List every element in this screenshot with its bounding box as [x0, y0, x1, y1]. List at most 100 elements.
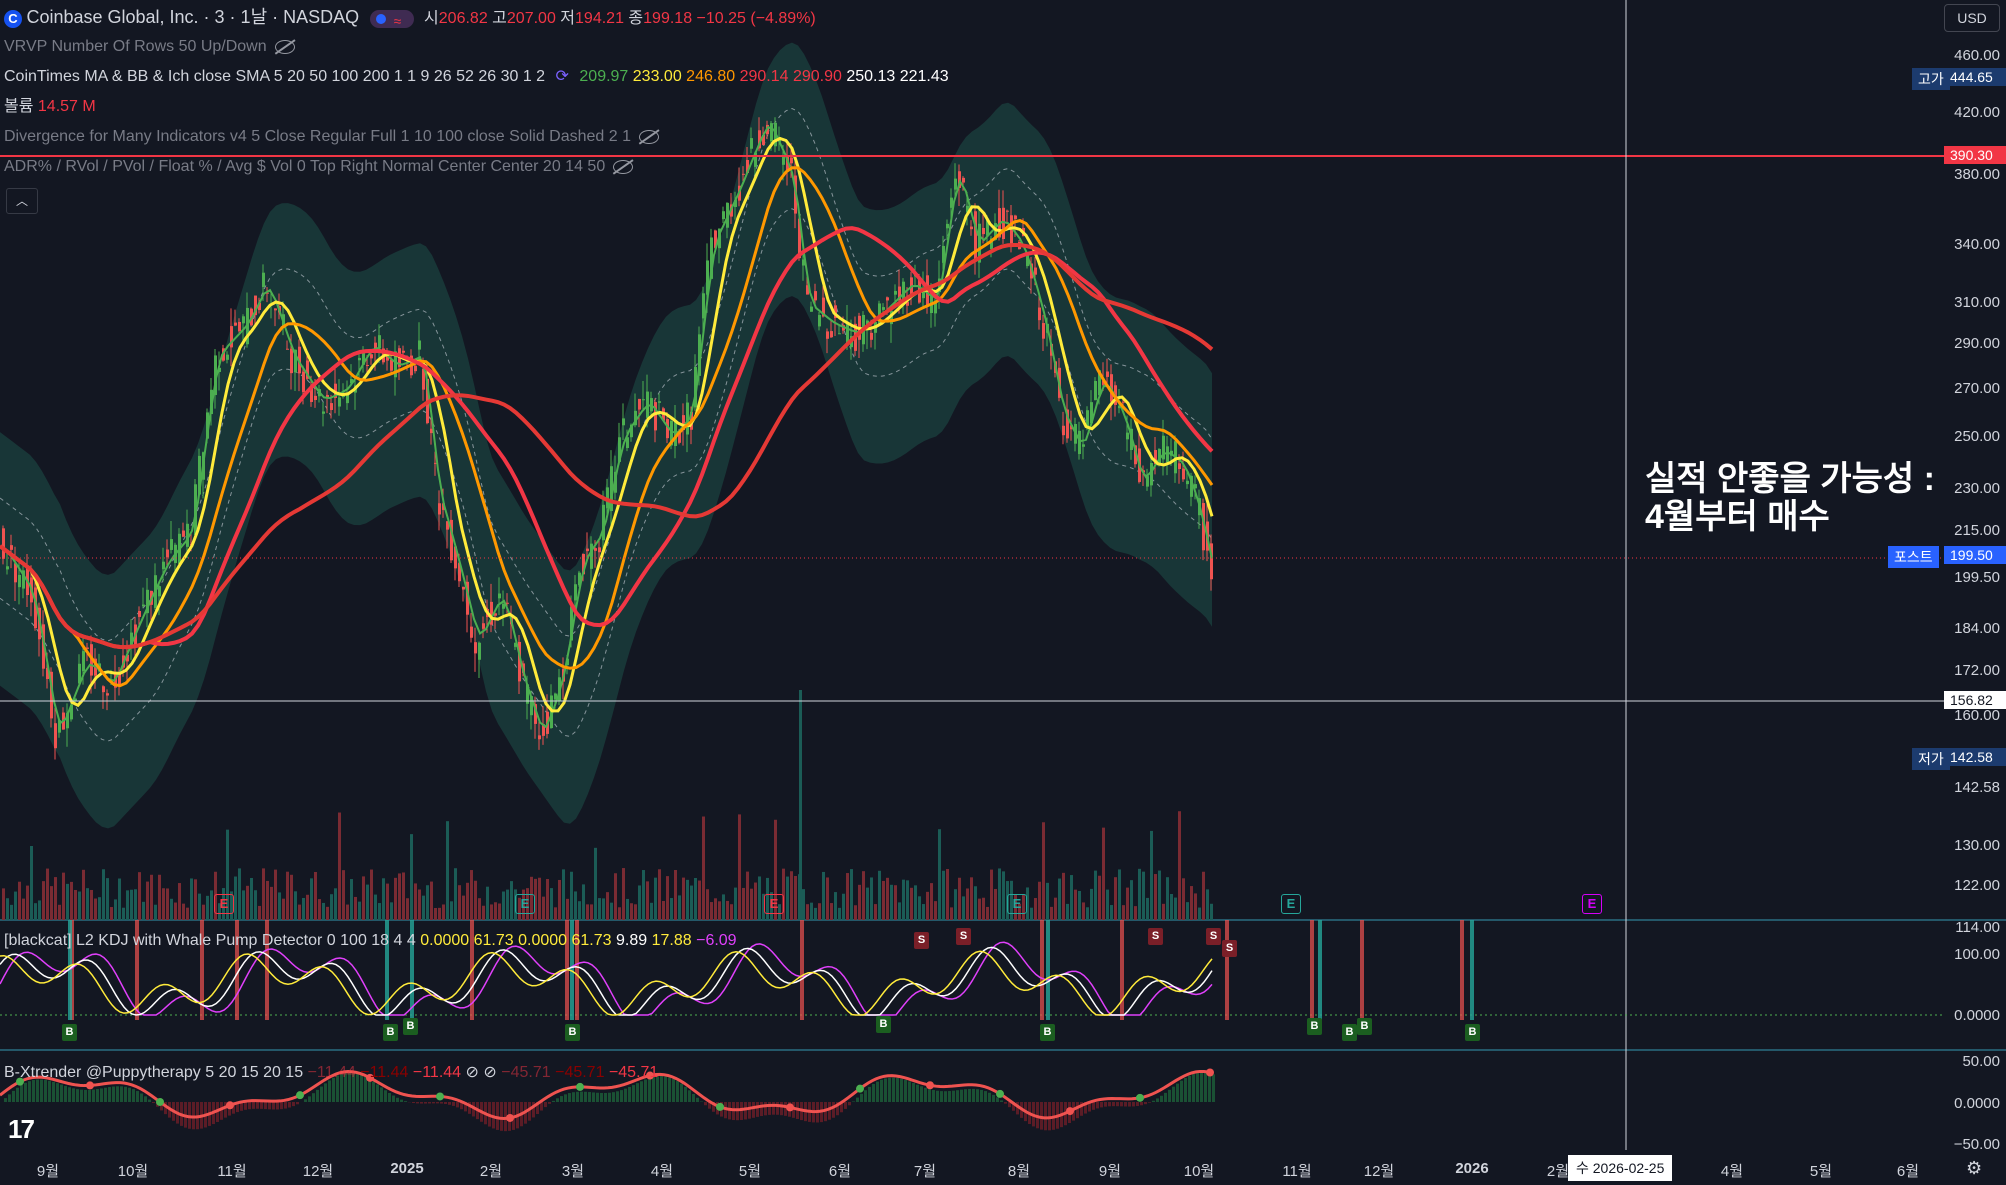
- candle-body: [306, 360, 309, 379]
- volume-bar: [790, 871, 793, 920]
- bx-histogram-bar: [248, 1102, 251, 1110]
- bx-histogram-bar: [96, 1089, 99, 1102]
- candle-body: [1126, 432, 1129, 440]
- kdj-sell-bar: [200, 920, 204, 1020]
- hidden-eye-icon[interactable]: [613, 159, 634, 174]
- collapse-legend-button[interactable]: ︿: [6, 188, 38, 214]
- ma-indicator[interactable]: CoinTimes MA & BB & Ich close SMA 5 20 5…: [4, 66, 949, 88]
- divergence-indicator[interactable]: Divergence for Many Indicators v4 5 Clos…: [4, 126, 659, 148]
- candle-body: [58, 720, 61, 733]
- annotation-text[interactable]: 실적 안좋을 가능성 : 4월부터 매수: [1645, 460, 1935, 536]
- volume-bar: [802, 889, 805, 920]
- volume-bar: [1034, 898, 1037, 920]
- earnings-badge[interactable]: E: [515, 894, 535, 914]
- price-axis-label: 290.00: [1954, 335, 2000, 353]
- bx-histogram-bar: [108, 1087, 111, 1102]
- bx-signal-dot: [436, 1092, 444, 1101]
- bx-indicator[interactable]: B-Xtrender @Puppytherapy 5 20 15 20 15 −…: [4, 1062, 658, 1084]
- earnings-badge[interactable]: E: [1007, 894, 1027, 914]
- sell-signal-badge[interactable]: S: [956, 928, 971, 945]
- volume-indicator[interactable]: 볼륨 14.57 M: [4, 96, 96, 118]
- bx-histogram-bar: [164, 1102, 167, 1115]
- adr-indicator[interactable]: ADR% / RVol / PVol / Float % / Avg $ Vol…: [4, 156, 634, 178]
- symbol-title[interactable]: Coinbase Global, Inc. · 3 · 1날 · NASDAQ: [26, 7, 360, 27]
- volume-bar: [374, 894, 377, 920]
- candle-body: [826, 331, 829, 339]
- volume-bar: [1078, 890, 1081, 920]
- vrvp-indicator[interactable]: VRVP Number Of Rows 50 Up/Down: [4, 36, 295, 58]
- sell-signal-badge[interactable]: S: [914, 932, 929, 949]
- volume-bar: [302, 897, 305, 920]
- volume-bar: [206, 895, 209, 920]
- bx-histogram-bar: [448, 1102, 451, 1105]
- candle-body: [1158, 448, 1161, 465]
- volume-bar: [1042, 822, 1045, 920]
- price-axis-label: 114.00: [1955, 919, 2000, 936]
- earnings-badge[interactable]: E: [1281, 894, 1301, 914]
- candle-body: [262, 272, 265, 287]
- low-tag: 142.58: [1944, 748, 2006, 766]
- volume-bar: [446, 821, 449, 920]
- bx-histogram-bar: [896, 1077, 899, 1102]
- candle-body: [1002, 207, 1005, 240]
- tradingview-logo-icon[interactable]: 17: [8, 1114, 35, 1144]
- candle-body: [846, 321, 849, 344]
- buy-signal-badge[interactable]: B: [383, 1024, 398, 1041]
- buy-signal-badge[interactable]: B: [1307, 1018, 1322, 1035]
- currency-button[interactable]: USD: [1944, 4, 2000, 32]
- candle-body: [138, 610, 141, 617]
- buy-signal-badge[interactable]: B: [62, 1024, 77, 1041]
- hidden-eye-icon[interactable]: [639, 129, 659, 144]
- candle-body: [1098, 370, 1101, 395]
- buy-signal-badge[interactable]: B: [1040, 1024, 1055, 1041]
- settings-gear-icon[interactable]: ⚙: [1966, 1158, 1983, 1178]
- volume-bar: [418, 889, 421, 920]
- volume-bar: [506, 889, 509, 920]
- bx-histogram-bar: [744, 1102, 747, 1120]
- buy-signal-badge[interactable]: B: [876, 1016, 891, 1033]
- volume-bar: [438, 907, 441, 920]
- buy-signal-badge[interactable]: B: [565, 1024, 580, 1041]
- bx-histogram-bar: [972, 1088, 975, 1102]
- bx-histogram-bar: [260, 1102, 263, 1109]
- volume-bar: [142, 901, 145, 920]
- volume-bar: [298, 904, 301, 920]
- candle-body: [710, 237, 713, 279]
- volume-bar: [462, 895, 465, 920]
- session-toggle-icon[interactable]: ≈: [369, 9, 414, 29]
- kdj-indicator[interactable]: [blackcat] L2 KDJ with Whale Pump Detect…: [4, 930, 737, 952]
- bx-histogram-bar: [1184, 1078, 1187, 1102]
- bx-histogram-bar: [12, 1090, 15, 1102]
- bx-histogram-bar: [1204, 1072, 1207, 1102]
- earnings-badge[interactable]: E: [1582, 894, 1602, 914]
- volume-bar: [926, 891, 929, 920]
- volume-bar: [1102, 827, 1105, 920]
- sell-signal-badge[interactable]: S: [1222, 940, 1237, 957]
- bx-histogram-bar: [368, 1078, 371, 1102]
- buy-signal-badge[interactable]: B: [1357, 1018, 1372, 1035]
- earnings-badge[interactable]: E: [214, 894, 234, 914]
- volume-bar: [162, 888, 165, 920]
- candle-body: [450, 519, 453, 561]
- earnings-badge[interactable]: E: [764, 894, 784, 914]
- volume-bar: [826, 877, 829, 920]
- bx-histogram-bar: [964, 1089, 967, 1102]
- volume-bar: [490, 904, 493, 920]
- sell-signal-badge[interactable]: S: [1206, 928, 1221, 945]
- volume-bar: [406, 898, 409, 920]
- hidden-eye-icon[interactable]: [274, 39, 295, 54]
- volume-bar: [710, 902, 713, 920]
- buy-signal-badge[interactable]: B: [403, 1018, 418, 1035]
- volume-bar: [510, 881, 513, 920]
- candle-body: [2, 528, 5, 559]
- buy-signal-badge[interactable]: B: [1342, 1024, 1357, 1041]
- candle-body: [18, 574, 21, 588]
- price-axis-label: 250.00: [1954, 428, 2000, 446]
- refresh-icon[interactable]: ⟳: [555, 68, 569, 85]
- sell-signal-badge[interactable]: S: [1148, 928, 1163, 945]
- volume-bar: [910, 887, 913, 920]
- buy-signal-badge[interactable]: B: [1465, 1024, 1480, 1041]
- volume-bar: [966, 888, 969, 920]
- volume-bar: [670, 898, 673, 920]
